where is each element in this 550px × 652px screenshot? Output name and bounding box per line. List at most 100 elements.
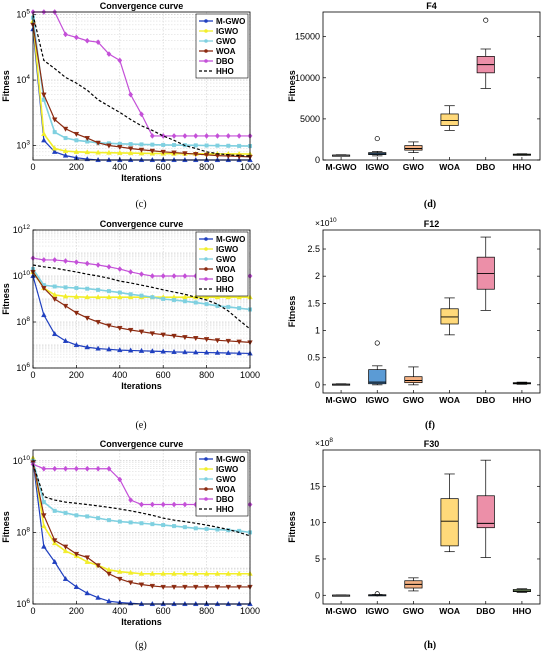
- data-point-m-gwo: [149, 348, 156, 354]
- data-point-woa: [203, 152, 210, 158]
- legend-label-dbo: DBO: [216, 275, 234, 284]
- data-point-igwo: [62, 148, 69, 154]
- panel-label: (h): [424, 640, 436, 651]
- y-tick-label: 0.5: [307, 353, 320, 363]
- data-point-woa: [182, 584, 188, 590]
- x-tick-label: 200: [69, 370, 84, 380]
- data-point-gwo: [215, 143, 220, 148]
- data-point-woa: [149, 583, 156, 589]
- legend-label-gwo: GWO: [216, 37, 236, 46]
- x-tick-label: 800: [199, 370, 214, 380]
- legend-label-m-gwo: M-GWO: [216, 235, 245, 244]
- data-point-woa: [236, 584, 242, 590]
- data-point-dbo: [63, 258, 69, 264]
- box-m-gwo: [332, 383, 351, 386]
- data-point-dbo: [117, 57, 123, 64]
- y-tick-label: 10000: [295, 73, 320, 83]
- legend-marker-dbo: [204, 59, 208, 63]
- box-woa: [440, 473, 459, 553]
- data-point-igwo: [214, 294, 221, 300]
- x-tick-label: M-GWO: [325, 606, 357, 616]
- data-point-igwo: [203, 294, 210, 300]
- y-tick-label: 0: [315, 590, 320, 600]
- data-point-m-gwo: [51, 558, 58, 564]
- box-igwo: [368, 591, 387, 597]
- outlier-point: [374, 340, 380, 346]
- data-point-woa: [138, 147, 145, 153]
- data-point-woa: [117, 144, 123, 150]
- legend-label-igwo: IGWO: [216, 27, 238, 36]
- data-point-gwo: [150, 522, 155, 527]
- exponent-label: ×1010: [315, 217, 337, 228]
- data-point-m-gwo: [41, 137, 47, 143]
- data-point-igwo: [117, 294, 123, 300]
- data-point-woa: [214, 584, 221, 590]
- data-point-dbo: [149, 273, 155, 279]
- x-tick-label: 1000: [240, 162, 260, 172]
- x-tick-label: 600: [156, 606, 171, 616]
- data-point-woa: [73, 551, 80, 557]
- data-point-dbo: [106, 51, 112, 57]
- data-point-igwo: [84, 149, 90, 155]
- data-point-dbo: [84, 260, 90, 267]
- x-tick-label: M-GWO: [325, 162, 357, 172]
- data-point-gwo: [150, 142, 155, 147]
- data-point-gwo: [237, 306, 242, 311]
- data-point-m-gwo: [95, 594, 101, 600]
- data-point-m-gwo: [62, 337, 69, 343]
- data-point-igwo: [117, 568, 123, 574]
- legend-marker-dbo: [204, 277, 208, 281]
- data-point-gwo: [85, 286, 90, 291]
- data-point-dbo: [171, 133, 177, 139]
- box-igwo: [368, 136, 387, 157]
- data-point-igwo: [95, 149, 101, 155]
- data-point-dbo: [128, 269, 134, 275]
- data-point-gwo: [96, 287, 101, 292]
- data-point-m-gwo: [182, 349, 188, 355]
- y-tick-label: 0: [315, 380, 320, 390]
- data-point-gwo: [226, 143, 231, 148]
- data-point-woa: [41, 513, 47, 519]
- data-point-dbo: [95, 39, 101, 46]
- data-point-gwo: [161, 297, 166, 301]
- data-point-igwo: [41, 523, 47, 529]
- data-point-igwo: [95, 294, 101, 300]
- box-gwo: [404, 577, 423, 592]
- y-tick-label: 1010: [13, 270, 31, 281]
- outlier-point: [374, 591, 380, 597]
- data-point-igwo: [203, 570, 210, 576]
- data-point-igwo: [182, 294, 188, 300]
- data-point-woa: [138, 329, 145, 335]
- data-point-igwo: [160, 570, 166, 576]
- data-point-woa: [236, 339, 242, 345]
- data-point-m-gwo: [214, 600, 221, 606]
- data-point-dbo: [139, 501, 144, 508]
- data-point-gwo: [193, 300, 198, 305]
- box-hho: [512, 153, 531, 156]
- data-point-woa: [171, 150, 177, 156]
- legend-label-woa: WOA: [216, 485, 236, 494]
- data-point-dbo: [171, 501, 177, 508]
- y-tick-label: 104: [16, 74, 30, 85]
- box-dbo: [476, 459, 495, 558]
- data-point-igwo: [225, 294, 232, 300]
- data-point-woa: [51, 297, 58, 303]
- data-point-gwo: [41, 97, 46, 102]
- y-axis-label: Fitness: [287, 296, 297, 328]
- box-plot-5: 0 5 10 15 M-GWO IGWO GWO WOA DBO HHO F30 Fitness ×10…: [287, 437, 541, 616]
- legend-label-hho: HHO: [216, 285, 234, 294]
- data-point-woa: [182, 335, 188, 341]
- x-tick-label: 800: [199, 606, 214, 616]
- data-point-gwo: [128, 520, 133, 525]
- data-point-dbo: [182, 273, 188, 279]
- box-body: [368, 369, 387, 385]
- data-point-woa: [84, 555, 90, 561]
- x-tick-label: DBO: [476, 606, 495, 616]
- data-point-igwo: [138, 570, 145, 576]
- axes-frame: [32, 449, 251, 605]
- box-woa: [440, 297, 459, 336]
- data-point-dbo: [204, 133, 210, 139]
- data-point-woa: [84, 315, 90, 321]
- x-tick-label: HHO: [512, 162, 531, 172]
